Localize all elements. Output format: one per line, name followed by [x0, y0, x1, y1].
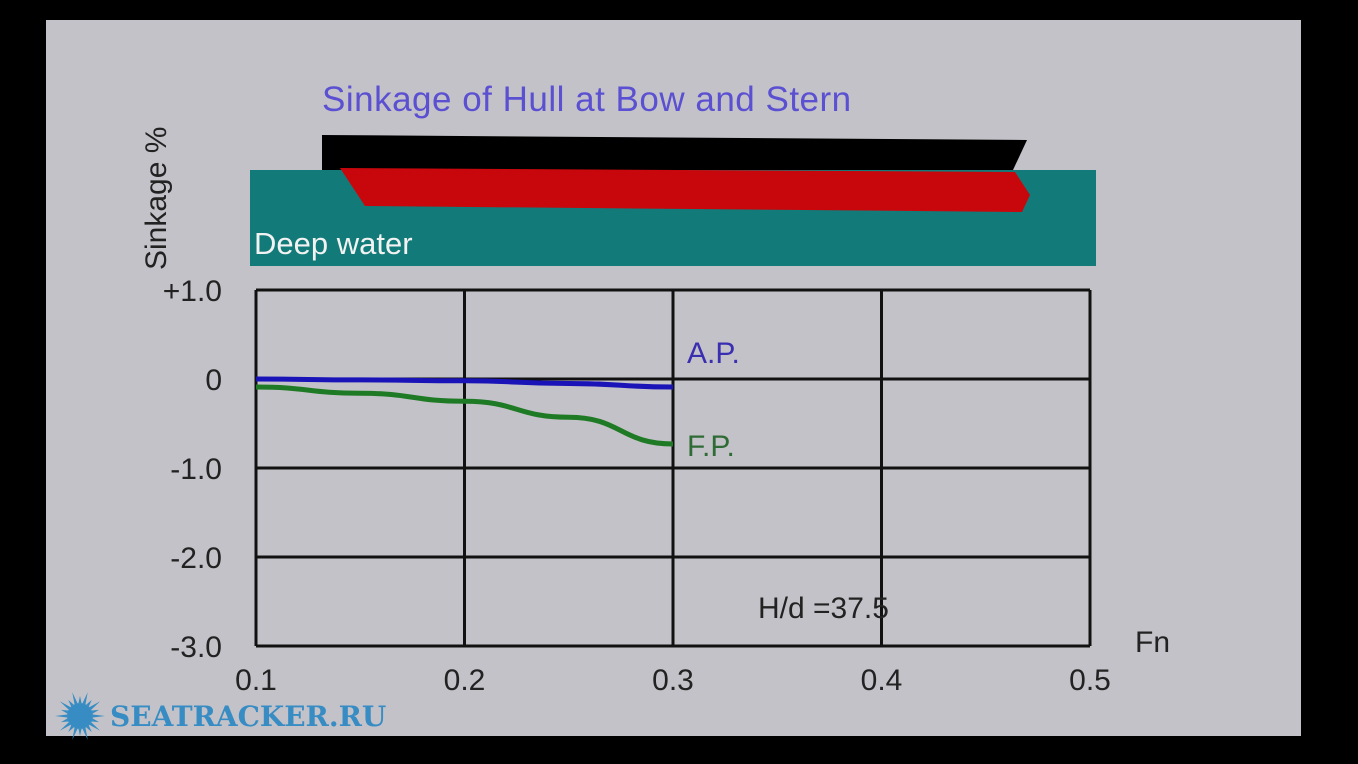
watermark-logo: SEATRACKER.RU [110, 700, 387, 733]
hull-body [340, 168, 1030, 212]
deep-water-label: Deep water [254, 226, 413, 261]
y-axis-label: Sinkage % [140, 127, 174, 270]
y-tick-label: -3.0 [170, 631, 222, 664]
tick-labels: 0.1 0.2 0.3 0.4 0.5 +1.0 0 -1.0 -2.0 -3.0 Fn H/d =3… [163, 275, 1170, 697]
annotation: H/d =37.5 [758, 592, 889, 625]
x-axis-label: Fn [1135, 626, 1170, 659]
series-line-fp [255, 384, 674, 447]
y-tick-label: +1.0 [163, 275, 222, 308]
x-tick-label: 0.3 [652, 664, 694, 697]
x-tick-label: 0.4 [861, 664, 903, 697]
chart-title: Sinkage of Hull at Bow and Stern [322, 80, 852, 119]
series-label: F.P. [687, 430, 735, 463]
y-axis-label-text: Sinkage % [140, 126, 173, 270]
series-label: A.P. [687, 337, 740, 370]
x-tick-label: 0.1 [235, 664, 277, 697]
grid [254, 288, 1092, 648]
x-tick-label: 0.5 [1069, 664, 1111, 697]
hull-deck [322, 135, 1027, 170]
y-tick-label: 0 [205, 364, 222, 397]
y-tick-label: -1.0 [170, 453, 222, 486]
series-group: A.P. F.P. [255, 337, 740, 463]
y-tick-label: -2.0 [170, 542, 222, 575]
hull-diagram [322, 135, 1030, 212]
x-tick-label: 0.2 [444, 664, 486, 697]
series-line-ap [255, 376, 674, 390]
